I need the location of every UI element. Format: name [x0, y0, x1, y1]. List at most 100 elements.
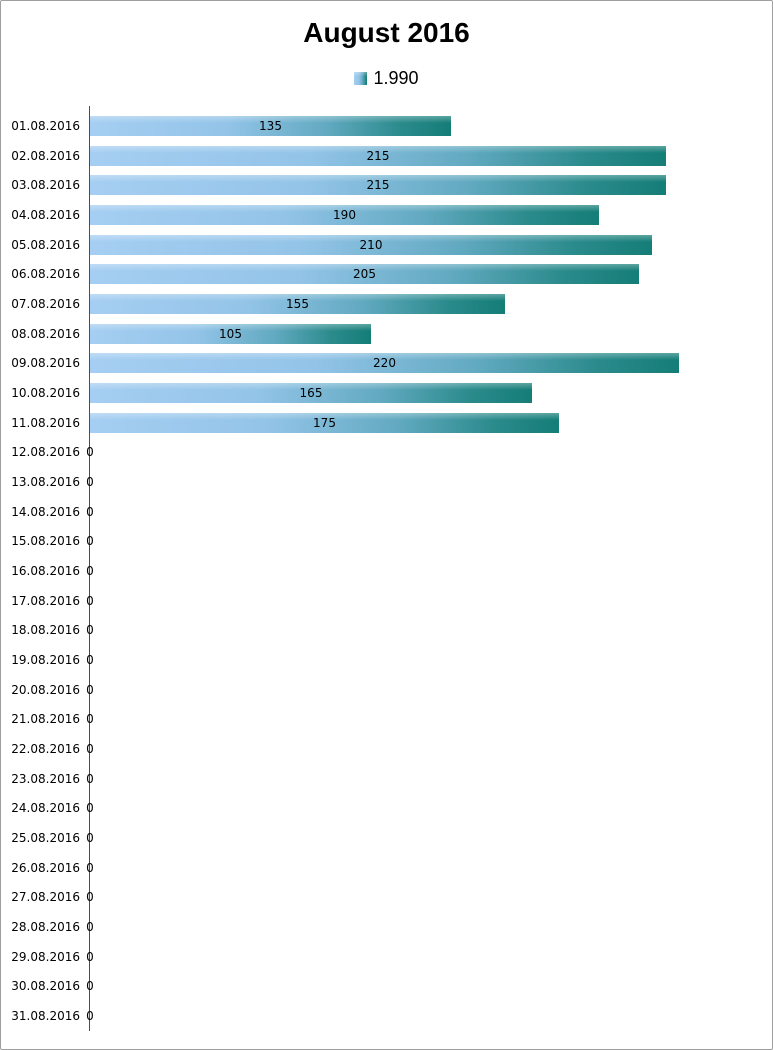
category-label: 21.08.2016	[11, 712, 80, 727]
category-label: 12.08.2016	[11, 445, 80, 460]
bar-track: 0	[86, 591, 767, 611]
data-bar: 205	[90, 264, 639, 285]
bar-track: 0	[86, 1006, 767, 1026]
bar-track: 0	[86, 442, 767, 462]
category-label: 23.08.2016	[11, 771, 80, 786]
chart-row: 31.08.2016 0	[1, 1001, 772, 1031]
chart-row: 18.08.2016 0	[1, 615, 772, 645]
category-label: 24.08.2016	[11, 801, 80, 816]
legend-label: 1.990	[373, 68, 419, 88]
chart-row: 19.08.2016 0	[1, 645, 772, 675]
bar-track: 0	[86, 887, 767, 907]
legend-swatch-icon	[354, 72, 368, 85]
data-label-zero: 0	[86, 890, 94, 905]
category-label: 30.08.2016	[11, 979, 80, 994]
chart-row: 23.08.2016 0	[1, 764, 772, 794]
data-label-zero: 0	[86, 445, 94, 460]
category-label: 14.08.2016	[11, 504, 80, 519]
data-label-zero: 0	[86, 919, 94, 934]
data-label-zero: 0	[86, 771, 94, 786]
data-label-zero: 0	[86, 474, 94, 489]
category-label: 13.08.2016	[11, 474, 80, 489]
chart-row: 24.08.2016 0	[1, 793, 772, 823]
data-bar: 135	[90, 115, 451, 136]
chart-row: 11.08.2016 175	[1, 408, 772, 438]
category-label: 28.08.2016	[11, 919, 80, 934]
category-label: 08.08.2016	[11, 326, 80, 341]
category-label: 27.08.2016	[11, 890, 80, 905]
chart-row: 09.08.2016 220	[1, 348, 772, 378]
category-label: 01.08.2016	[11, 118, 80, 133]
data-bar: 210	[90, 234, 652, 255]
data-label-zero: 0	[86, 1008, 94, 1023]
plot-area: 01.08.2016 135 02.08.2016 215 03.08.2016 215 0…	[1, 106, 772, 1031]
data-label: 205	[353, 267, 376, 282]
bar-track: 205	[90, 264, 767, 285]
category-label: 26.08.2016	[11, 860, 80, 875]
bar-track: 190	[90, 204, 767, 225]
data-label-zero: 0	[86, 623, 94, 638]
bar-track: 0	[86, 709, 767, 729]
data-label-zero: 0	[86, 563, 94, 578]
data-bar: 190	[90, 204, 599, 225]
bar-track: 0	[86, 472, 767, 492]
data-label-zero: 0	[86, 682, 94, 697]
bar-track: 0	[86, 739, 767, 759]
data-label-zero: 0	[86, 504, 94, 519]
bar-track: 155	[90, 293, 767, 314]
data-bar: 175	[90, 412, 559, 433]
data-label-zero: 0	[86, 979, 94, 994]
chart-row: 28.08.2016 0	[1, 912, 772, 942]
data-label: 210	[359, 237, 383, 252]
bar-track: 105	[90, 323, 767, 344]
chart-row: 26.08.2016 0	[1, 853, 772, 883]
chart-row: 08.08.2016 105	[1, 319, 772, 349]
category-label: 05.08.2016	[11, 237, 80, 252]
category-label: 20.08.2016	[11, 682, 80, 697]
chart-row: 04.08.2016 190	[1, 200, 772, 230]
bar-track: 0	[86, 798, 767, 818]
bar-track: 0	[86, 620, 767, 640]
chart-row: 05.08.2016 210	[1, 230, 772, 260]
category-label: 29.08.2016	[11, 949, 80, 964]
bar-track: 175	[90, 412, 767, 433]
chart-row: 25.08.2016 0	[1, 823, 772, 853]
bar-track: 0	[86, 976, 767, 996]
data-label-zero: 0	[86, 712, 94, 727]
data-bar: 155	[90, 293, 505, 314]
chart-title: August 2016	[303, 17, 470, 48]
category-label: 07.08.2016	[11, 296, 80, 311]
legend: 1.990	[1, 68, 772, 89]
category-label: 09.08.2016	[11, 356, 80, 371]
chart-row: 06.08.2016 205	[1, 259, 772, 289]
data-label-zero: 0	[86, 593, 94, 608]
bar-track: 0	[86, 828, 767, 848]
data-label-zero: 0	[86, 949, 94, 964]
category-label: 03.08.2016	[11, 178, 80, 193]
data-bar: 215	[90, 145, 666, 166]
bar-track: 0	[86, 502, 767, 522]
category-label: 25.08.2016	[11, 830, 80, 845]
data-label: 220	[373, 356, 396, 371]
plot-rows: 01.08.2016 135 02.08.2016 215 03.08.2016 215 0…	[1, 111, 772, 1031]
data-bar: 215	[90, 175, 666, 196]
chart-row: 03.08.2016 215	[1, 170, 772, 200]
data-label-zero: 0	[86, 652, 94, 667]
chart-row: 13.08.2016 0	[1, 467, 772, 497]
bar-track: 0	[86, 531, 767, 551]
data-label: 175	[313, 415, 336, 430]
data-label: 135	[259, 118, 282, 133]
y-axis-line	[89, 106, 90, 1031]
data-label: 165	[299, 385, 323, 400]
category-label: 04.08.2016	[11, 207, 80, 222]
bar-track: 215	[90, 175, 767, 196]
chart-row: 29.08.2016 0	[1, 942, 772, 972]
data-label: 215	[366, 148, 390, 163]
chart-row: 30.08.2016 0	[1, 971, 772, 1001]
category-label: 16.08.2016	[11, 563, 80, 578]
chart-row: 12.08.2016 0	[1, 437, 772, 467]
bar-track: 0	[86, 561, 767, 581]
data-label: 105	[219, 326, 242, 341]
bar-track: 135	[90, 115, 767, 136]
category-label: 15.08.2016	[11, 534, 80, 549]
